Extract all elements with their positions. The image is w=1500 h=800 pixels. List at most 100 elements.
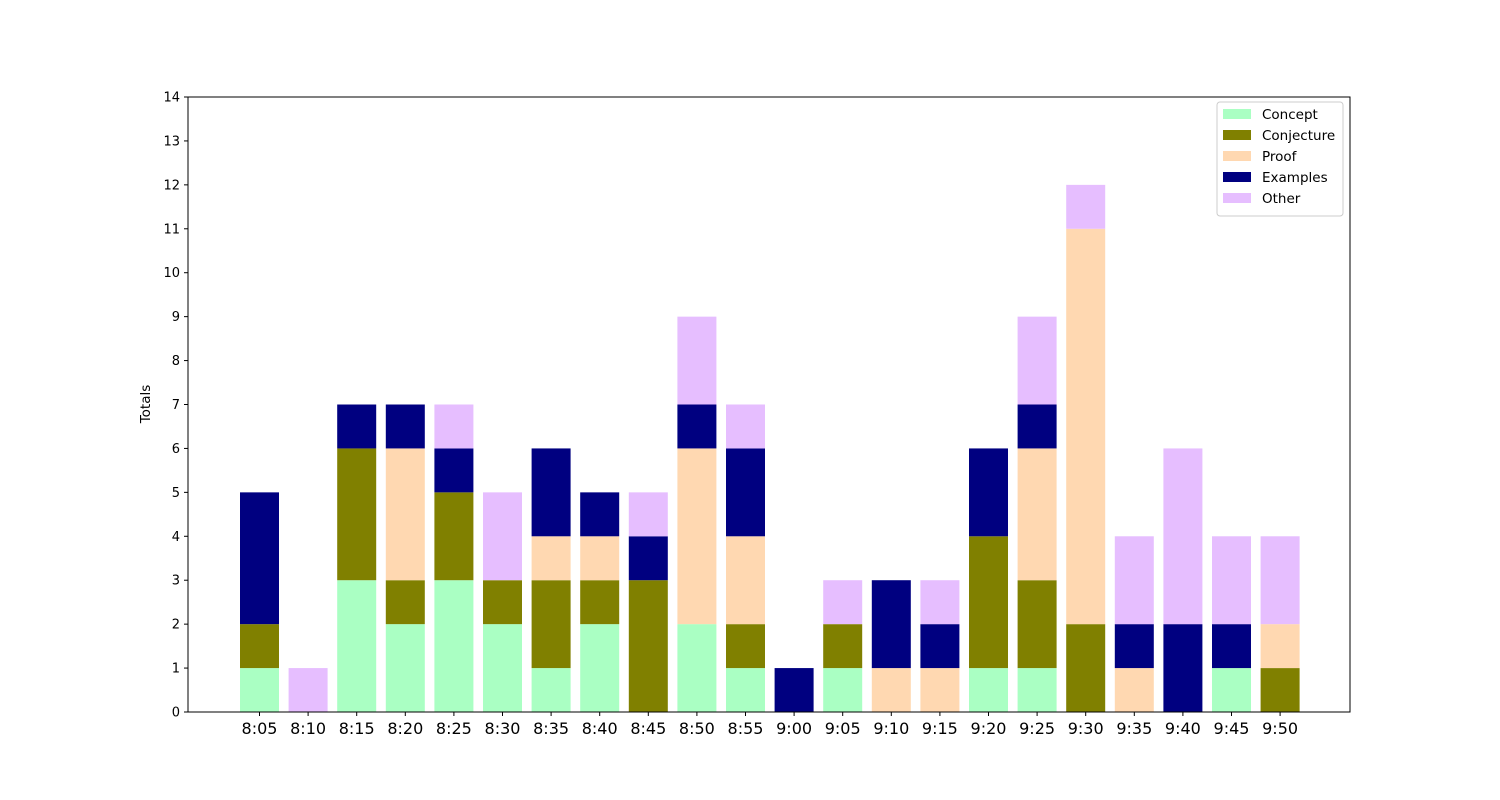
bar-proof-855: [726, 536, 765, 625]
bar-proof-950: [1260, 624, 1300, 669]
x-tick-label: 8:10: [290, 719, 326, 738]
bar-conjecture-925: [1017, 580, 1057, 669]
x-tick-label: 8:50: [679, 719, 715, 738]
bar-examples-900: [774, 668, 814, 712]
bar-examples-935: [1114, 624, 1154, 669]
legend-label-other: Other: [1262, 191, 1301, 207]
bar-other-845: [628, 492, 668, 537]
bar-examples-815: [337, 404, 377, 449]
bar-conjecture-920: [969, 536, 1008, 669]
y-tick-label: 5: [172, 486, 180, 501]
bar-examples-855: [726, 448, 765, 537]
bar-proof-930: [1066, 228, 1106, 625]
x-tick-label: 8:25: [436, 719, 472, 738]
x-tick-label: 8:20: [387, 719, 423, 738]
bar-other-850: [677, 316, 717, 405]
bar-concept-805: [240, 668, 279, 712]
y-tick-label: 7: [172, 398, 180, 413]
bar-examples-920: [969, 448, 1008, 537]
bar-proof-835: [531, 536, 571, 581]
bar-examples-845: [628, 536, 668, 581]
legend-swatch-concept: [1223, 109, 1251, 119]
bar-conjecture-830: [483, 580, 522, 625]
x-tick-label: 8:45: [630, 719, 666, 738]
bar-examples-850: [677, 404, 717, 449]
y-tick-label: 6: [172, 442, 180, 457]
bar-other-915: [920, 580, 960, 625]
bar-other-830: [483, 492, 522, 581]
legend-label-concept: Concept: [1262, 107, 1318, 123]
bar-conjecture-905: [823, 624, 863, 669]
legend: Concept Conjecture Proof Examples Other: [1216, 101, 1344, 217]
x-tick-label: 8:15: [339, 719, 375, 738]
bar-concept-830: [483, 624, 522, 712]
y-tick-label: 11: [163, 222, 180, 237]
x-tick-label: 9:35: [1116, 719, 1152, 738]
bar-examples-820: [385, 404, 425, 449]
bars-group: [240, 184, 1300, 712]
bar-concept-905: [823, 668, 863, 712]
x-tick-label: 9:25: [1019, 719, 1055, 738]
bar-proof-910: [871, 668, 911, 712]
bar-examples-925: [1017, 404, 1057, 449]
bar-other-810: [288, 668, 328, 712]
y-tick-label: 13: [163, 134, 180, 149]
x-tick-label: 9:30: [1068, 719, 1104, 738]
bar-examples-910: [871, 580, 911, 669]
bar-proof-820: [385, 448, 425, 581]
x-axis: 8:05 8:10 8:15 8:20 8:25 8:30 8:35 8:40 8:45 8:50…: [242, 712, 1298, 738]
bar-conjecture-845: [628, 580, 668, 712]
bar-other-935: [1114, 536, 1154, 625]
y-tick-label: 4: [172, 530, 180, 545]
y-tick-label: 9: [172, 310, 180, 325]
x-tick-label: 8:35: [533, 719, 569, 738]
x-tick-label: 8:40: [582, 719, 618, 738]
y-tick-label: 3: [172, 574, 180, 589]
bar-conjecture-825: [434, 492, 474, 581]
bar-concept-945: [1212, 668, 1251, 712]
y-tick-label: 12: [163, 178, 180, 193]
bar-concept-825: [434, 580, 474, 712]
legend-label-conjecture: Conjecture: [1262, 128, 1335, 144]
bar-concept-855: [726, 668, 765, 712]
bar-proof-850: [677, 448, 717, 625]
bar-conjecture-840: [580, 580, 620, 625]
legend-swatch-examples: [1223, 172, 1251, 182]
bar-examples-805: [240, 492, 279, 625]
bar-other-925: [1017, 316, 1057, 405]
bar-examples-825: [434, 448, 474, 493]
x-tick-label: 8:55: [728, 719, 764, 738]
bar-proof-935: [1114, 668, 1154, 712]
bar-other-945: [1212, 536, 1251, 625]
y-tick-label: 14: [163, 91, 180, 106]
bar-other-855: [726, 404, 765, 449]
bar-concept-925: [1017, 668, 1057, 712]
bar-other-825: [434, 404, 474, 449]
x-tick-label: 9:45: [1214, 719, 1250, 738]
bar-examples-840: [580, 492, 620, 537]
bar-conjecture-930: [1066, 624, 1106, 712]
bar-conjecture-805: [240, 624, 279, 669]
x-tick-label: 9:40: [1165, 719, 1201, 738]
bar-proof-925: [1017, 448, 1057, 581]
bar-other-905: [823, 580, 863, 625]
bar-conjecture-950: [1260, 668, 1300, 712]
bar-conjecture-855: [726, 624, 765, 669]
bar-examples-940: [1163, 624, 1203, 712]
bar-other-930: [1066, 184, 1106, 229]
y-tick-label: 8: [172, 354, 180, 369]
bar-conjecture-820: [385, 580, 425, 625]
legend-swatch-conjecture: [1223, 130, 1251, 140]
x-tick-label: 9:50: [1262, 719, 1298, 738]
legend-swatch-other: [1223, 193, 1251, 203]
bar-other-950: [1260, 536, 1300, 625]
bar-examples-945: [1212, 624, 1251, 669]
x-tick-label: 8:05: [242, 719, 278, 738]
x-tick-label: 9:10: [873, 719, 909, 738]
y-tick-label: 0: [172, 706, 180, 721]
bar-concept-920: [969, 668, 1008, 712]
x-tick-label: 9:00: [776, 719, 812, 738]
x-tick-label: 9:20: [971, 719, 1007, 738]
